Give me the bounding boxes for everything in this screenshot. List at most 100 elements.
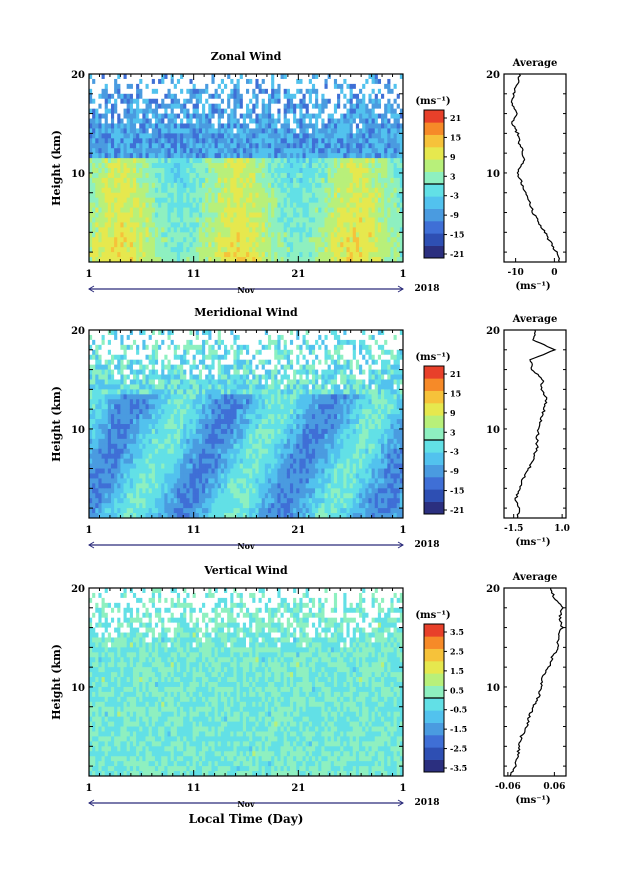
heatmap-cell: [375, 133, 379, 138]
heatmap-cell: [127, 335, 131, 340]
heatmap-cell: [227, 222, 231, 227]
heatmap-cell: [149, 335, 153, 340]
heatmap-cell: [180, 222, 184, 227]
heatmap-cell: [337, 84, 341, 89]
heatmap-cell: [378, 138, 382, 143]
heatmap-cell: [215, 232, 219, 237]
heatmap-cell: [158, 109, 162, 114]
heatmap-cell: [180, 138, 184, 143]
heatmap-cell: [334, 217, 338, 222]
heatmap-cell: [293, 242, 297, 247]
heatmap-cell: [381, 237, 385, 242]
heatmap-cell: [387, 119, 391, 124]
heatmap-cell: [108, 153, 112, 158]
heatmap-cell: [394, 193, 398, 198]
heatmap-cell: [189, 173, 193, 178]
heatmap-cell: [133, 143, 137, 148]
heatmap-cell: [177, 183, 181, 188]
heatmap-cell: [152, 449, 156, 454]
heatmap-cell: [346, 84, 350, 89]
heatmap-cell: [296, 247, 300, 252]
heatmap-cell: [390, 109, 394, 114]
heatmap-cell: [164, 439, 168, 444]
heatmap-cell: [221, 84, 225, 89]
heatmap-cell: [397, 217, 401, 222]
heatmap-cell: [268, 217, 272, 222]
heatmap-cell: [365, 222, 369, 227]
heatmap-cell: [290, 227, 294, 232]
heatmap-cell: [152, 488, 156, 493]
heatmap-cell: [202, 123, 206, 128]
heatmap-cell: [202, 213, 206, 218]
heatmap-cell: [155, 232, 159, 237]
heatmap-cell: [255, 133, 259, 138]
heatmap-cell: [337, 109, 341, 114]
heatmap-cell: [146, 163, 150, 168]
heatmap-cell: [237, 227, 241, 232]
heatmap-cell: [158, 360, 162, 365]
heatmap-cell: [108, 360, 112, 365]
heatmap-cell: [277, 188, 281, 193]
heatmap-cell: [152, 340, 156, 345]
heatmap-cell: [318, 188, 322, 193]
heatmap-cell: [208, 188, 212, 193]
heatmap-cell: [152, 158, 156, 163]
heatmap-cell: [139, 389, 143, 394]
heatmap-cell: [381, 173, 385, 178]
heatmap-cell: [359, 183, 363, 188]
heatmap-cell: [255, 247, 259, 252]
heatmap-cell: [114, 375, 118, 380]
heatmap-cell: [114, 89, 118, 94]
heatmap-cell: [177, 232, 181, 237]
heatmap-cell: [196, 89, 200, 94]
heatmap-cell: [202, 217, 206, 222]
heatmap-cell: [149, 355, 153, 360]
heatmap-cell: [237, 133, 241, 138]
heatmap-cell: [227, 119, 231, 124]
heatmap-cell: [397, 74, 401, 79]
heatmap-cell: [98, 183, 102, 188]
heatmap-cell: [108, 345, 112, 350]
heatmap-cell: [230, 198, 234, 203]
heatmap-cell: [340, 74, 344, 79]
heatmap-cell: [171, 133, 175, 138]
heatmap-cell: [290, 188, 294, 193]
heatmap-cell: [105, 153, 109, 158]
heatmap-cell: [287, 158, 291, 163]
heatmap-cell: [343, 252, 347, 257]
heatmap-cell: [265, 89, 269, 94]
heatmap-cell: [171, 94, 175, 99]
heatmap-cell: [306, 203, 310, 208]
heatmap-cell: [161, 114, 165, 119]
heatmap-cell: [114, 237, 118, 242]
heatmap-cell: [390, 237, 394, 242]
heatmap-cell: [215, 84, 219, 89]
heatmap-cell: [208, 213, 212, 218]
heatmap-cell: [186, 232, 190, 237]
heatmap-cell: [202, 89, 206, 94]
colorbar-tick-label: -3: [450, 191, 459, 201]
heatmap-cell: [120, 360, 124, 365]
heatmap-cell: [381, 208, 385, 213]
heatmap-cell: [243, 123, 247, 128]
heatmap-cell: [325, 222, 329, 227]
heatmap-cell: [387, 188, 391, 193]
heatmap-cell: [136, 227, 140, 232]
heatmap-cell: [255, 208, 259, 213]
heatmap-cell: [277, 203, 281, 208]
heatmap-cell: [306, 99, 310, 104]
heatmap-cell: [296, 158, 300, 163]
heatmap-cell: [92, 79, 96, 84]
heatmap-cell: [387, 178, 391, 183]
heatmap-cell: [164, 99, 168, 104]
heatmap-cell: [246, 94, 250, 99]
heatmap-cell: [249, 227, 253, 232]
heatmap-cell: [255, 232, 259, 237]
heatmap-cell: [356, 153, 360, 158]
heatmap-cell: [111, 399, 115, 404]
heatmap-cell: [183, 227, 187, 232]
heatmap-cell: [271, 217, 275, 222]
heatmap-cell: [284, 183, 288, 188]
heatmap-cell: [111, 109, 115, 114]
heatmap-cell: [299, 242, 303, 247]
